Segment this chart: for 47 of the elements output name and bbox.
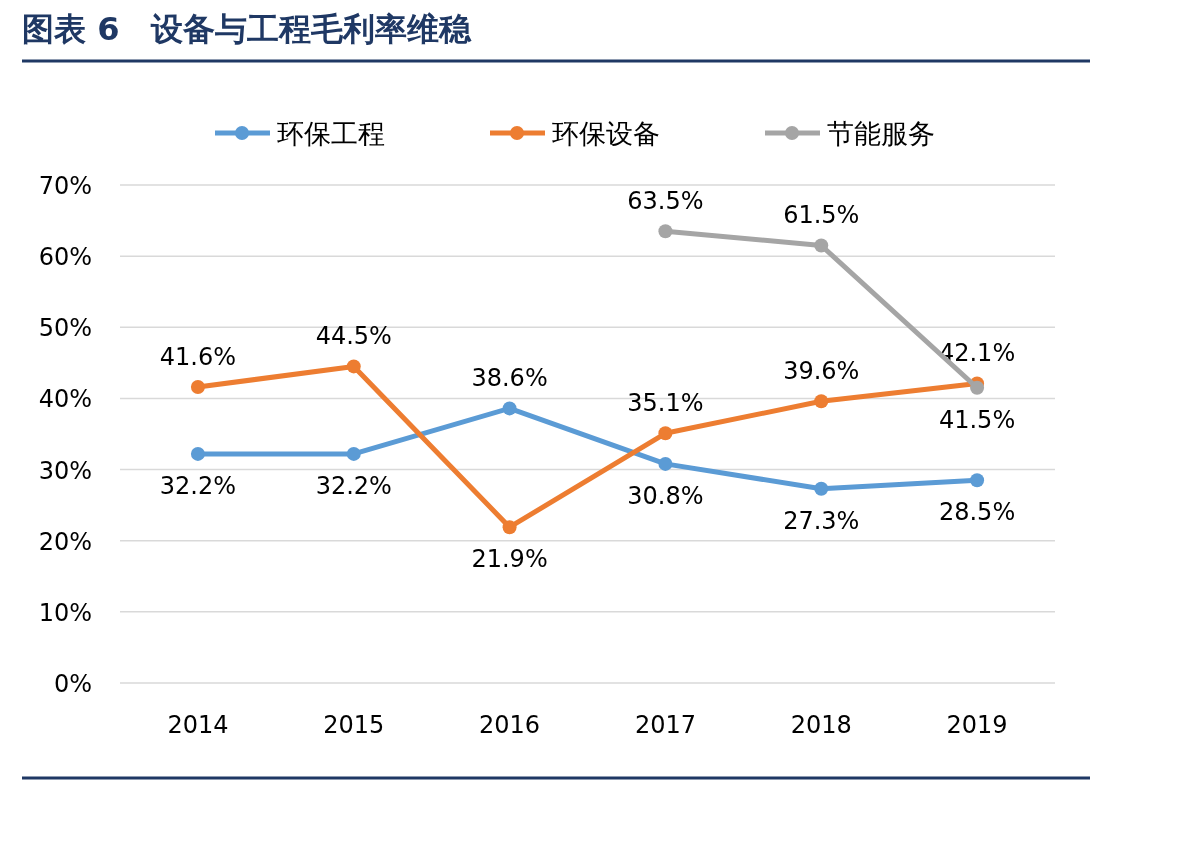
legend-label: 节能服务 — [827, 118, 935, 149]
data-label: 32.2% — [315, 471, 392, 500]
y-tick-label: 30% — [38, 456, 92, 485]
data-label: 38.6% — [471, 364, 548, 393]
data-label: 44.5% — [315, 322, 392, 351]
y-tick-label: 0% — [53, 670, 92, 698]
point — [346, 446, 361, 461]
x-tick-label: 2017 — [634, 711, 696, 739]
data-label: 21.9% — [471, 545, 548, 574]
data-label: 35.1% — [627, 389, 704, 418]
data-label: 41.6% — [159, 343, 237, 372]
point — [814, 481, 829, 496]
data-label: 61.5% — [783, 201, 860, 230]
legend-label: 环保工程 — [277, 118, 385, 149]
data-label: 63.5% — [627, 187, 704, 216]
point — [814, 238, 829, 253]
y-tick-label: 40% — [38, 385, 92, 414]
y-tick-label: 50% — [38, 314, 92, 343]
data-label: 32.2% — [159, 471, 237, 500]
legend-label: 环保设备 — [552, 118, 660, 149]
x-tick-label: 2019 — [946, 711, 1008, 739]
data-label: 28.5% — [938, 498, 1016, 527]
data-label: 39.6% — [783, 357, 860, 386]
y-tick-label: 20% — [38, 527, 92, 556]
x-tick-label: 2014 — [167, 711, 229, 739]
x-tick-label: 2015 — [323, 711, 385, 739]
point — [658, 224, 673, 239]
point — [814, 394, 829, 409]
x-tick-label: 2016 — [479, 711, 541, 739]
data-label: 41.5% — [938, 405, 1016, 434]
point — [658, 426, 673, 441]
point — [970, 380, 985, 395]
point — [190, 446, 205, 461]
data-label: 27.3% — [783, 506, 860, 535]
y-tick-label: 70% — [38, 172, 92, 200]
chart-title: 图表 6 设备与工程毛利率维稳 — [22, 10, 473, 48]
data-label: 30.8% — [627, 481, 704, 510]
y-tick-label: 10% — [38, 598, 92, 627]
point — [346, 359, 361, 374]
point — [190, 380, 205, 395]
point — [970, 473, 985, 488]
x-tick-label: 2018 — [790, 711, 852, 739]
point — [502, 401, 517, 416]
y-tick-label: 60% — [38, 243, 92, 272]
data-label: 42.1% — [938, 339, 1016, 368]
point — [658, 456, 673, 471]
point — [502, 520, 517, 535]
